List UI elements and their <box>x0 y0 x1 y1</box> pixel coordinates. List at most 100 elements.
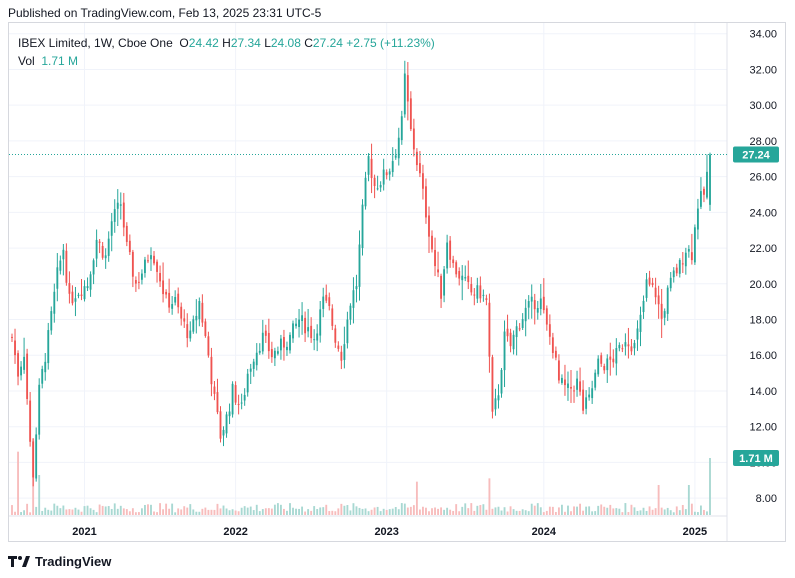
volume-bar <box>561 504 563 515</box>
volume-bar <box>240 507 243 515</box>
volume-bar <box>476 505 479 515</box>
candle-body <box>551 337 554 353</box>
volume-bar <box>706 511 708 515</box>
candle-body <box>573 390 575 392</box>
candle-body <box>440 275 443 299</box>
candle-body <box>14 340 16 356</box>
candle-body <box>313 339 316 341</box>
candle-body <box>548 324 551 337</box>
candle-body <box>491 357 494 412</box>
volume-bar <box>364 508 367 515</box>
volume-bar <box>264 508 267 515</box>
chart-pane[interactable]: 34.00 32.00 30.00 28.00 26.00 24.00 22.00 20.00… <box>8 22 786 542</box>
volume-bar <box>567 505 569 515</box>
candle-body <box>343 344 346 360</box>
footer[interactable]: TradingView <box>8 551 111 571</box>
volume-bar <box>156 512 158 515</box>
candle-body <box>612 358 615 363</box>
volume-bar <box>539 507 542 515</box>
volume-bar <box>660 507 663 515</box>
volume-bar <box>201 508 204 515</box>
candle-body <box>237 403 240 405</box>
volume-bar <box>669 510 672 515</box>
volume-bar <box>225 508 228 515</box>
volume-bar <box>137 512 140 515</box>
volume-bar <box>518 510 521 515</box>
candle-body <box>476 285 479 299</box>
y-tick-label: 24.00 <box>749 207 777 219</box>
volume-bar <box>207 509 210 515</box>
candle-body <box>382 169 385 185</box>
candle-body <box>488 302 491 357</box>
candle-body <box>210 356 213 385</box>
candle-body <box>74 298 77 302</box>
volume-bar <box>379 511 382 515</box>
candle-body <box>276 351 279 354</box>
candle-body <box>412 128 415 150</box>
candle-body <box>597 358 600 375</box>
volume-bar <box>482 504 485 515</box>
price-chart[interactable]: 34.00 32.00 30.00 28.00 26.00 24.00 22.00 20.00… <box>9 23 785 541</box>
candle-body <box>579 381 582 392</box>
volume-bar <box>633 507 636 515</box>
volume-bar <box>119 505 122 515</box>
volume-bar <box>17 451 19 515</box>
volume-bar <box>325 504 328 515</box>
legend-low-value: 24.08 <box>270 36 301 50</box>
volume-bar <box>382 508 385 515</box>
candle-body <box>467 275 470 283</box>
volume-bar <box>168 508 171 515</box>
volume-bar <box>210 509 213 515</box>
y-tick-label: 26.00 <box>749 172 777 184</box>
candle-body <box>198 301 201 320</box>
volume-bar <box>267 508 270 515</box>
candle-body <box>267 332 270 352</box>
candle-body <box>23 356 26 370</box>
candle-body <box>171 304 174 309</box>
volume-bar <box>180 509 183 515</box>
candle-body <box>415 151 418 166</box>
candle-body <box>624 342 627 347</box>
last-volume-tag <box>733 450 779 466</box>
volume-bar <box>657 485 660 515</box>
volume-bar <box>292 507 294 515</box>
volume-bar <box>533 505 536 515</box>
candle-body <box>536 308 539 313</box>
volume-bar <box>548 506 551 515</box>
candle-body <box>222 429 225 436</box>
candle-body <box>38 384 41 435</box>
candle-body <box>325 294 328 301</box>
candle-body <box>651 282 654 285</box>
candle-body <box>261 332 264 352</box>
volume-bar <box>666 507 669 515</box>
volume-bar <box>545 510 548 515</box>
volume-bar <box>134 512 137 515</box>
legend-close-label: C <box>304 36 313 50</box>
candle-body <box>394 155 397 158</box>
candle-body <box>165 291 168 295</box>
candle-body <box>128 240 131 253</box>
x-tick-label: 2025 <box>683 526 707 538</box>
volume-bar <box>68 509 71 515</box>
volume-bar <box>189 504 192 515</box>
volume-bar <box>696 512 699 515</box>
volume-bar <box>570 511 572 515</box>
candle-body <box>530 296 533 302</box>
volume-bar <box>204 507 207 515</box>
candle-body <box>361 204 364 249</box>
legend-change: +2.75 (+11.23%) <box>346 36 435 50</box>
volume-bar <box>452 510 455 515</box>
candle-body <box>406 75 409 102</box>
candle-body <box>428 215 430 237</box>
candle-body <box>497 395 500 401</box>
candle-body <box>706 171 708 198</box>
volume-bar <box>258 511 261 515</box>
candle-body <box>564 379 566 386</box>
candle-body <box>89 274 92 290</box>
candle-body <box>684 252 687 267</box>
candle-body <box>264 330 267 336</box>
candle-body <box>331 308 334 326</box>
candle-body <box>630 346 633 352</box>
x-tick-label: 2024 <box>532 526 557 538</box>
volume-bar <box>83 506 86 515</box>
